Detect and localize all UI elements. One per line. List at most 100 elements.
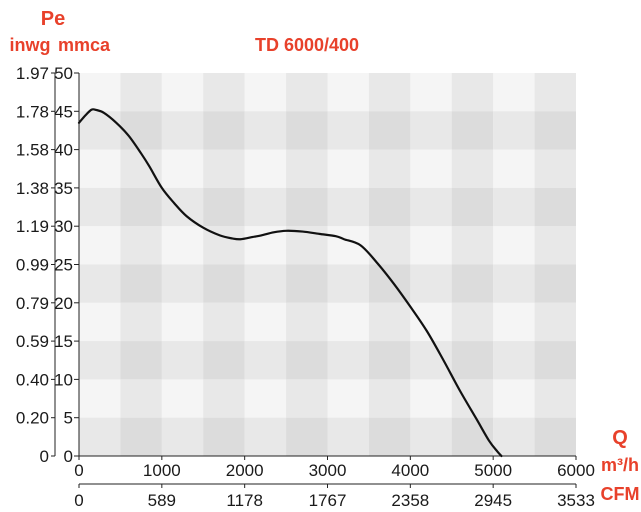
grid-cell — [534, 264, 576, 303]
grid-cell — [368, 149, 411, 188]
grid-cell — [120, 111, 162, 150]
y-tick-label-inwg: 0.40 — [16, 370, 49, 389]
grid-cell — [286, 341, 328, 380]
grid-cell — [410, 379, 452, 418]
grid-cell — [410, 111, 452, 150]
grid-cell — [327, 149, 369, 188]
grid-cell — [286, 111, 328, 150]
y-tick-label-inwg: 1.97 — [16, 64, 49, 83]
grid-cell — [161, 417, 204, 456]
grid-cell — [203, 187, 245, 227]
grid-cell — [161, 226, 204, 265]
grid-cell — [534, 379, 576, 418]
grid-cell — [244, 341, 287, 380]
grid-cell — [161, 379, 204, 418]
grid-cell — [203, 111, 245, 150]
grid-cell — [203, 226, 245, 265]
grid-cell — [286, 73, 328, 112]
grid-cell — [368, 341, 411, 380]
grid-cell — [451, 111, 494, 150]
grid-cell — [451, 73, 494, 112]
grid-cell — [493, 341, 535, 380]
y-tick-label-inwg: 1.78 — [16, 102, 49, 121]
grid-cell — [120, 341, 162, 380]
grid-cell — [327, 187, 369, 227]
grid-cell — [534, 187, 576, 227]
x-tick-label-m3h: 6000 — [557, 461, 595, 480]
grid-cell — [203, 302, 245, 342]
grid-cell — [534, 73, 576, 112]
x-tick-label-m3h: 2000 — [226, 461, 264, 480]
grid-cell — [493, 111, 535, 150]
grid-cell — [161, 73, 204, 112]
grid-cell — [120, 264, 162, 303]
grid-cell — [368, 111, 411, 150]
grid-cell — [410, 149, 452, 188]
grid-cells — [79, 73, 576, 456]
y-tick-label-mmca: 30 — [54, 217, 73, 236]
grid-cell — [327, 379, 369, 418]
x-tick-label-cfm: 3533 — [557, 491, 595, 510]
y-tick-label-inwg: 0.79 — [16, 294, 49, 313]
grid-cell — [79, 417, 121, 456]
y-tick-label-mmca: 15 — [54, 332, 73, 351]
y-tick-label-mmca: 0 — [64, 447, 73, 466]
grid-cell — [244, 149, 287, 188]
y-tick-label-mmca: 50 — [54, 64, 73, 83]
grid-cell — [368, 379, 411, 418]
y-tick-label-mmca: 45 — [54, 102, 73, 121]
chart-title: TD 6000/400 — [255, 35, 359, 55]
grid-cell — [451, 149, 494, 188]
grid-cell — [410, 264, 452, 303]
grid-cell — [79, 187, 121, 227]
grid-cell — [79, 226, 121, 265]
y-tick-label-inwg: 0.20 — [16, 409, 49, 428]
grid-cell — [368, 73, 411, 112]
grid-cell — [161, 149, 204, 188]
grid-cell — [368, 187, 411, 227]
grid-cell — [161, 187, 204, 227]
grid-cell — [244, 264, 287, 303]
grid-cell — [286, 417, 328, 456]
grid-cell — [161, 302, 204, 342]
x-tick-label-m3h: 0 — [74, 461, 83, 480]
grid-cell — [120, 226, 162, 265]
y-tick-label-inwg: 0 — [40, 447, 49, 466]
grid-cell — [203, 341, 245, 380]
x-tick-label-m3h: 1000 — [143, 461, 181, 480]
grid-cell — [286, 302, 328, 342]
grid-cell — [327, 341, 369, 380]
grid-cell — [493, 187, 535, 227]
grid-cell — [286, 264, 328, 303]
x-axis-unit-cfm: CFM — [601, 484, 640, 504]
y-tick-label-inwg: 0.59 — [16, 332, 49, 351]
grid-cell — [410, 341, 452, 380]
grid-cell — [203, 264, 245, 303]
grid-cell — [244, 302, 287, 342]
pressure-curve-line — [77, 108, 503, 458]
grid-cell — [368, 302, 411, 342]
grid-cell — [368, 417, 411, 456]
grid-cell — [79, 73, 121, 112]
grid-cell — [79, 302, 121, 342]
grid-cell — [534, 226, 576, 265]
grid-cell — [120, 187, 162, 227]
grid-cell — [451, 302, 494, 342]
grid-cell — [203, 149, 245, 188]
grid-cell — [327, 226, 369, 265]
grid-cell — [120, 417, 162, 456]
y-tick-label-mmca: 40 — [54, 141, 73, 160]
grid-cell — [493, 149, 535, 188]
grid-cell — [534, 111, 576, 150]
grid-cell — [286, 379, 328, 418]
x-tick-labels: 0 0 1000 589 2000 1178 3000 1767 4000 2358 5000 294… — [74, 456, 595, 510]
grid-cell — [493, 379, 535, 418]
grid-cell — [534, 341, 576, 380]
grid-cell — [410, 187, 452, 227]
x-axis-symbol: Q — [612, 427, 628, 449]
y-tick-label-mmca: 5 — [64, 409, 73, 428]
grid-cell — [244, 73, 287, 112]
y-tick-label-mmca: 20 — [54, 294, 73, 313]
grid-cell — [327, 417, 369, 456]
